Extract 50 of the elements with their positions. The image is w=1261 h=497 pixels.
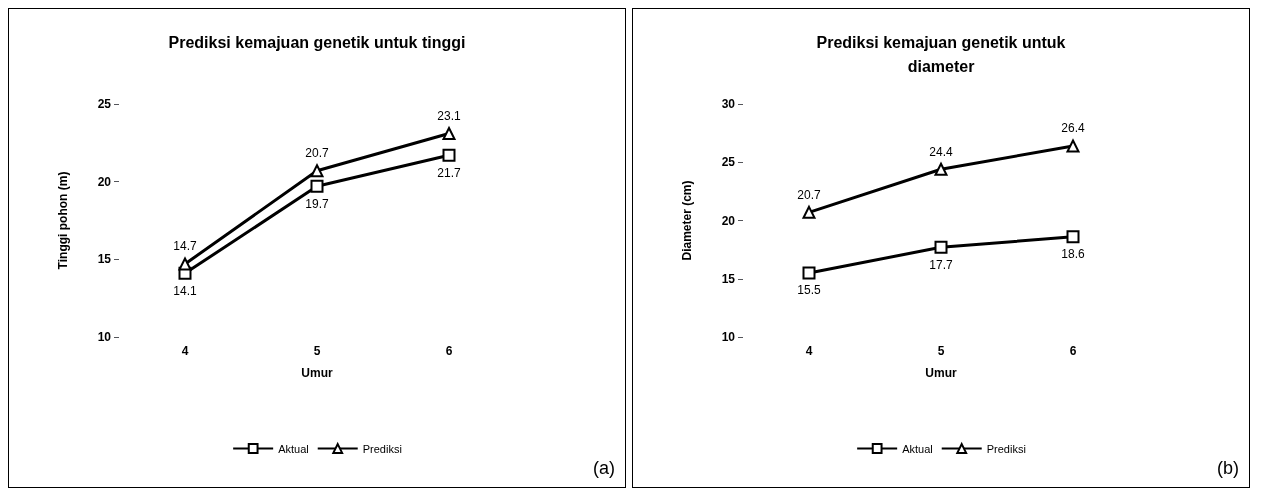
data-label: 14.7 — [173, 239, 197, 254]
data-label: 18.6 — [1061, 247, 1085, 262]
data-label: 24.4 — [929, 144, 953, 159]
point — [178, 257, 192, 271]
text: (a) — [593, 458, 615, 478]
x-tick-label: 4 — [181, 344, 189, 358]
data-label: 21.7 — [437, 165, 461, 180]
x-tick-label: 5 — [313, 344, 321, 358]
data-label: 20.7 — [305, 146, 329, 161]
point — [442, 148, 456, 162]
x-tick-label: 4 — [805, 344, 813, 358]
text: (b) — [1217, 458, 1239, 478]
point — [934, 240, 948, 254]
y-tick-label: 30 — [721, 97, 736, 111]
data-label: 15.5 — [797, 283, 821, 298]
data-label: 17.7 — [929, 257, 953, 272]
y-axis-title: Diameter (cm) — [680, 180, 694, 261]
y-tick-label: 15 — [97, 252, 112, 267]
legend-label: Aktual — [278, 442, 309, 455]
y-tick-label: 20 — [721, 213, 736, 228]
data-label: 23.1 — [437, 109, 461, 124]
point — [1066, 230, 1080, 244]
y-tick-label: 20 — [97, 174, 112, 189]
point — [442, 127, 456, 141]
legend-label: Aktual — [902, 442, 933, 455]
x-axis-title: Umur — [925, 366, 957, 380]
y-tick-label: 10 — [721, 330, 736, 344]
chart-title: Prediksi kemajuan genetik untuk tinggi — [168, 33, 466, 51]
point — [310, 164, 324, 178]
point — [934, 162, 948, 176]
x-tick-label: 6 — [445, 344, 453, 358]
data-label: 26.4 — [1061, 121, 1085, 136]
legend-label: Prediksi — [986, 442, 1026, 455]
chart-title: Prediksi kemajuan genetik untuk diameter — [816, 33, 1066, 75]
data-label: 20.7 — [797, 187, 821, 202]
x-tick-label: 5 — [937, 344, 945, 358]
point — [802, 266, 816, 280]
y-tick-label: 15 — [721, 271, 736, 286]
legend-label: Prediksi — [362, 442, 402, 455]
point — [310, 179, 324, 193]
data-label: 19.7 — [305, 196, 329, 211]
data-label: 14.1 — [173, 283, 197, 298]
x-axis-title: Umur — [301, 366, 333, 380]
point — [802, 205, 816, 219]
y-axis-title: Tinggi pohon (m) — [56, 171, 70, 270]
y-tick-label: 25 — [97, 97, 112, 111]
x-tick-label: 6 — [1069, 344, 1077, 358]
y-tick-label: 10 — [97, 330, 112, 344]
y-tick-label: 25 — [721, 155, 736, 170]
point — [1066, 139, 1080, 153]
